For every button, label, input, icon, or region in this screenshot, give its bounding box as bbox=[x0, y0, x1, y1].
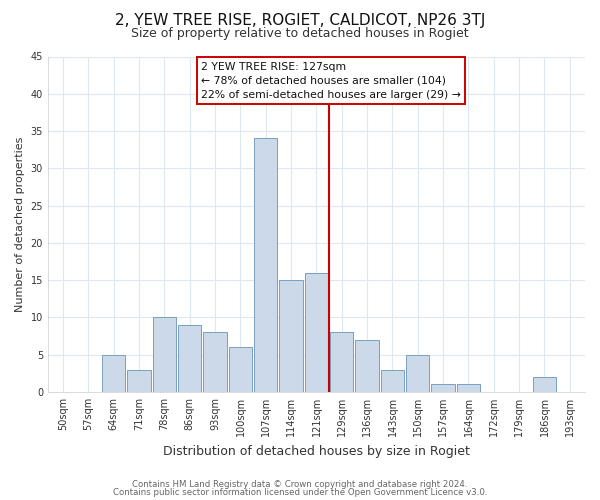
Bar bbox=[330, 332, 353, 392]
Text: Contains HM Land Registry data © Crown copyright and database right 2024.: Contains HM Land Registry data © Crown c… bbox=[132, 480, 468, 489]
Y-axis label: Number of detached properties: Number of detached properties bbox=[15, 136, 25, 312]
Bar bbox=[203, 332, 227, 392]
Bar bbox=[406, 354, 430, 392]
Text: Size of property relative to detached houses in Rogiet: Size of property relative to detached ho… bbox=[131, 26, 469, 40]
Bar bbox=[254, 138, 277, 392]
Bar bbox=[381, 370, 404, 392]
Bar bbox=[457, 384, 480, 392]
Bar bbox=[229, 347, 252, 392]
Bar bbox=[355, 340, 379, 392]
Text: Contains public sector information licensed under the Open Government Licence v3: Contains public sector information licen… bbox=[113, 488, 487, 497]
Bar bbox=[280, 280, 303, 392]
X-axis label: Distribution of detached houses by size in Rogiet: Distribution of detached houses by size … bbox=[163, 444, 470, 458]
Bar bbox=[431, 384, 455, 392]
Bar bbox=[127, 370, 151, 392]
Text: 2, YEW TREE RISE, ROGIET, CALDICOT, NP26 3TJ: 2, YEW TREE RISE, ROGIET, CALDICOT, NP26… bbox=[115, 12, 485, 28]
Bar bbox=[533, 377, 556, 392]
Bar bbox=[153, 318, 176, 392]
Bar bbox=[102, 354, 125, 392]
Text: 2 YEW TREE RISE: 127sqm
← 78% of detached houses are smaller (104)
22% of semi-d: 2 YEW TREE RISE: 127sqm ← 78% of detache… bbox=[201, 62, 461, 100]
Bar bbox=[305, 272, 328, 392]
Bar bbox=[178, 325, 202, 392]
